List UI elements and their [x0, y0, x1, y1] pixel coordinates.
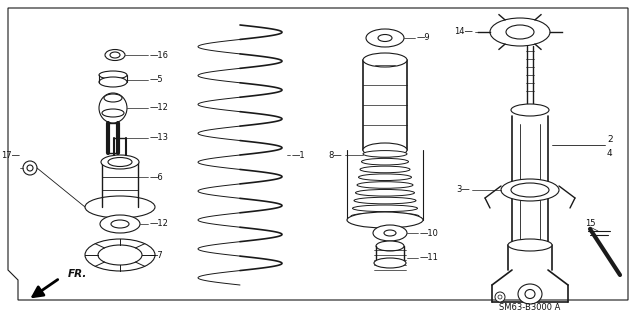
- Text: —10: —10: [420, 228, 439, 238]
- Text: —5: —5: [150, 76, 164, 85]
- Ellipse shape: [366, 29, 404, 47]
- Ellipse shape: [102, 109, 124, 117]
- Ellipse shape: [98, 245, 142, 265]
- Ellipse shape: [374, 258, 406, 268]
- Ellipse shape: [99, 93, 127, 123]
- Ellipse shape: [363, 151, 407, 157]
- Text: 15: 15: [585, 219, 595, 227]
- Text: —12: —12: [150, 219, 169, 228]
- Ellipse shape: [495, 292, 505, 302]
- Text: —6: —6: [150, 173, 164, 182]
- Ellipse shape: [363, 143, 407, 157]
- Text: 4: 4: [607, 149, 612, 158]
- Text: —16: —16: [150, 50, 169, 60]
- Text: 2: 2: [607, 136, 612, 145]
- Ellipse shape: [378, 34, 392, 41]
- Ellipse shape: [511, 183, 549, 197]
- Ellipse shape: [362, 158, 408, 165]
- Ellipse shape: [351, 213, 419, 219]
- Ellipse shape: [99, 71, 127, 79]
- Ellipse shape: [508, 239, 552, 251]
- Text: —9: —9: [417, 33, 431, 42]
- Text: —1: —1: [292, 151, 306, 160]
- Ellipse shape: [506, 25, 534, 39]
- Ellipse shape: [518, 284, 542, 304]
- Text: —12: —12: [150, 103, 169, 113]
- Ellipse shape: [111, 220, 129, 228]
- Text: FR.: FR.: [68, 269, 88, 279]
- Ellipse shape: [101, 155, 139, 169]
- Ellipse shape: [357, 182, 413, 188]
- Ellipse shape: [353, 205, 417, 211]
- Ellipse shape: [100, 215, 140, 233]
- Ellipse shape: [110, 52, 120, 58]
- Ellipse shape: [384, 230, 396, 236]
- Ellipse shape: [27, 165, 33, 171]
- Text: 3—: 3—: [456, 186, 470, 195]
- Ellipse shape: [358, 174, 412, 181]
- Ellipse shape: [354, 197, 416, 204]
- Text: —11: —11: [420, 254, 439, 263]
- Ellipse shape: [108, 158, 132, 167]
- Text: 17—: 17—: [1, 152, 20, 160]
- Text: SM63-B3000 A: SM63-B3000 A: [499, 303, 561, 313]
- Text: —13: —13: [150, 133, 169, 143]
- Ellipse shape: [501, 179, 559, 201]
- Text: 8—: 8—: [328, 151, 342, 160]
- Ellipse shape: [360, 166, 410, 173]
- Text: —7: —7: [150, 250, 164, 259]
- Ellipse shape: [373, 225, 407, 241]
- Ellipse shape: [99, 77, 127, 87]
- Ellipse shape: [376, 241, 404, 251]
- Ellipse shape: [85, 196, 155, 218]
- Text: 14—: 14—: [454, 27, 473, 36]
- Ellipse shape: [525, 290, 535, 299]
- Ellipse shape: [105, 49, 125, 61]
- Ellipse shape: [104, 94, 122, 102]
- Ellipse shape: [23, 161, 37, 175]
- Ellipse shape: [490, 18, 550, 46]
- Ellipse shape: [498, 295, 502, 299]
- Ellipse shape: [511, 104, 549, 116]
- Ellipse shape: [85, 239, 155, 271]
- Ellipse shape: [347, 212, 423, 228]
- Ellipse shape: [355, 189, 415, 196]
- Ellipse shape: [363, 53, 407, 67]
